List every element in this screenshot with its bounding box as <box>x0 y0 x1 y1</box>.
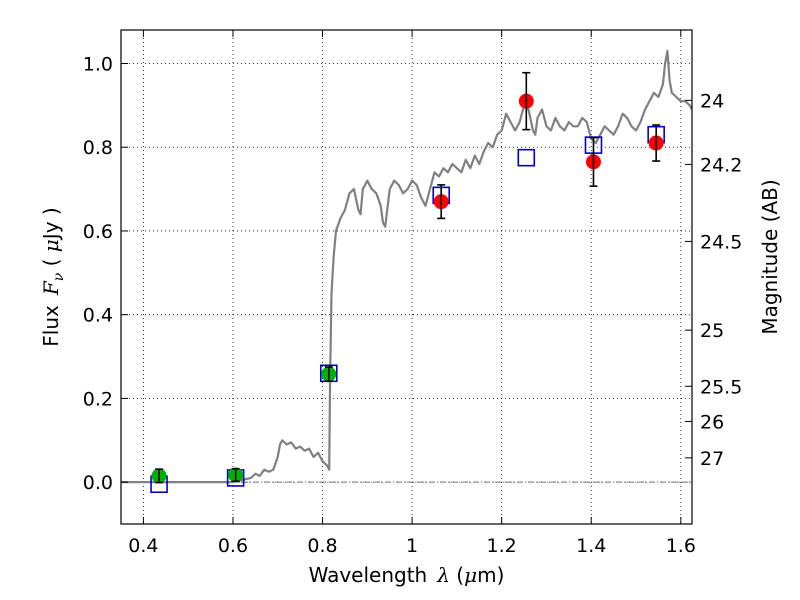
grid-lines <box>121 30 692 524</box>
y-tick-label: 0.6 <box>83 221 113 243</box>
plot-frame <box>120 29 693 525</box>
error-bars <box>155 71 661 484</box>
x-tick-label: 1 <box>406 535 418 557</box>
y2-tick-label: 25 <box>700 320 724 342</box>
x-tick-label: 0.8 <box>307 535 337 557</box>
observed-points <box>151 93 664 484</box>
y2-tick-label: 25.5 <box>700 376 742 398</box>
x-tick-label: 1.4 <box>576 535 606 557</box>
x-tick-label: 0.4 <box>128 535 158 557</box>
x-axis-label: Wavelength λ (μm) <box>309 563 505 587</box>
y-tick-label: 0.4 <box>83 305 113 327</box>
axis-ticks: 0.4 0.6 0.8 1 1.2 1.4 1.6 0.0 0.2 0.4 0.6 0.8 1.0 24 2… <box>83 30 742 557</box>
y-tick-label: 1.0 <box>83 53 113 75</box>
x-tick-label: 1.2 <box>487 535 517 557</box>
y-axis-label: FluxFν ( μJy ) <box>39 207 67 346</box>
y2-tick-label: 24.2 <box>700 154 742 176</box>
x-tick-label: 0.6 <box>218 535 248 557</box>
y-tick-label: 0.2 <box>83 388 113 410</box>
y2-tick-label: 27 <box>700 448 724 470</box>
y2-tick-label: 24.5 <box>700 231 742 253</box>
y2-tick-label: 26 <box>700 411 724 433</box>
model-spectrum <box>121 49 693 484</box>
y-tick-label: 0.0 <box>83 472 113 494</box>
model-photometry-markers <box>150 125 665 494</box>
y-tick-label: 0.8 <box>83 137 113 159</box>
x-tick-label: 1.6 <box>666 535 696 557</box>
spectrum-line <box>121 49 693 484</box>
secondary-y-axis-label: Magnitude (AB) <box>758 179 782 334</box>
y2-tick-label: 24 <box>700 90 724 112</box>
model-photometry-box <box>517 148 536 167</box>
